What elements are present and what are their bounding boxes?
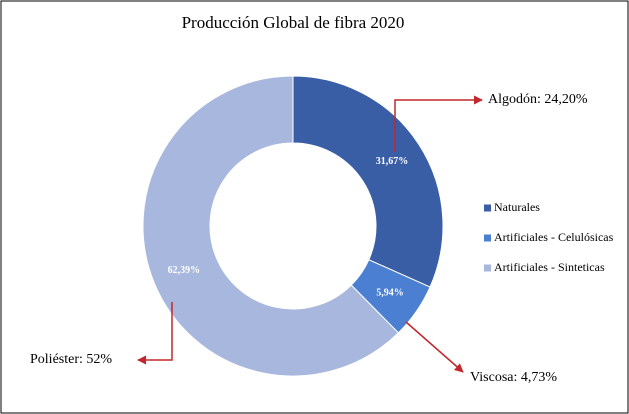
value-label: 5,94% [376,287,404,298]
value-label: 62,39% [168,265,201,276]
slice [142,75,400,377]
arrow [394,95,483,152]
arrow [405,321,464,373]
legend-swatch [484,204,491,212]
legend-swatch [484,234,491,242]
legend-label: Artificiales - Sinteticas [494,260,605,274]
slice [292,75,444,288]
legend-label: Artificiales - Celulósicas [494,230,614,244]
annotation: Poliéster: 52% [30,352,112,367]
annotation-arrows [137,95,483,373]
arrow [137,302,173,365]
chart-title: Producción Global de fibra 2020 [182,13,405,32]
donut: 31,67% 5,94% 62,39% [142,75,444,377]
legend-swatch [484,264,491,272]
annotation: Algodón: 24,20% [488,92,588,107]
value-label: 31,67% [376,156,409,167]
legend-label: Naturales [494,200,540,214]
annotation: Viscosa: 4,73% [470,370,557,385]
legend: Naturales Artificiales - Celulósicas Artif… [484,200,614,274]
